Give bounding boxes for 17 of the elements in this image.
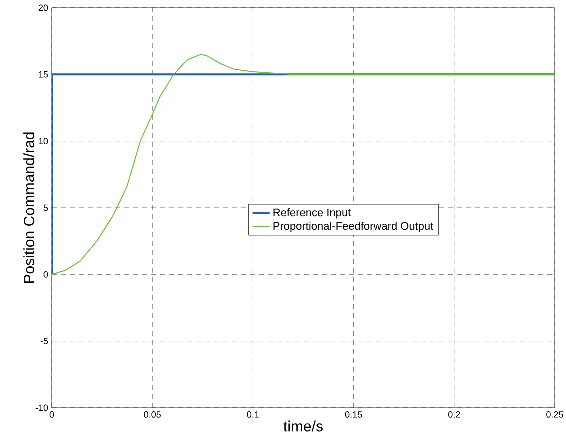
y-tick-label: 5 xyxy=(44,204,48,212)
y-tick-label: -5 xyxy=(40,338,48,344)
legend-label: Proportional-Feedforward Output xyxy=(274,222,434,232)
x-tick-label: 0.15 xyxy=(345,412,362,418)
legend-label: Reference Input xyxy=(274,208,352,219)
y-tick-label: 15 xyxy=(39,72,48,78)
x-tick-label: 0.1 xyxy=(247,412,260,418)
x-tick-label: 0 xyxy=(50,412,54,418)
x-tick-label: 0.25 xyxy=(546,412,564,418)
y-tick-label: -10 xyxy=(36,404,48,412)
y-axis-title: Position Command/rad xyxy=(24,132,35,284)
y-tick-label: 20 xyxy=(38,4,48,12)
y-tick-label: 0 xyxy=(44,271,48,278)
x-axis-title: time/s xyxy=(284,420,323,432)
x-tick-label: 0.2 xyxy=(448,412,460,418)
y-tick-label: 10 xyxy=(39,138,48,145)
x-tick-label: 0.05 xyxy=(144,412,161,418)
